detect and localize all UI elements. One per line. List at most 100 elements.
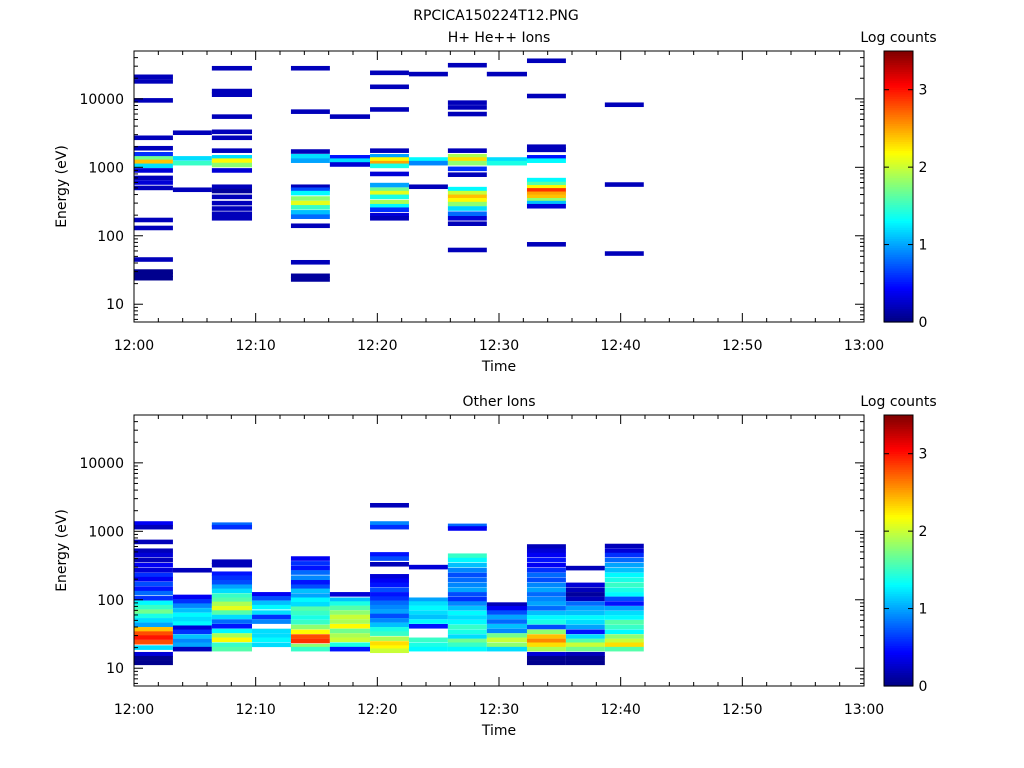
colorbar-swatch [884, 457, 913, 461]
colorbar-swatch [884, 539, 913, 543]
heatmap-cell [370, 622, 409, 628]
heatmap-cell [134, 655, 173, 661]
colorbar-swatch [884, 292, 913, 296]
colorbar-swatch [884, 123, 913, 127]
colorbar-tick-label: 1 [919, 602, 928, 618]
heatmap-cell [526, 93, 566, 99]
heatmap-cell [134, 272, 173, 277]
heatmap-cell [447, 646, 487, 652]
colorbar-swatch [884, 245, 913, 249]
heatmap-cell [447, 211, 487, 216]
heatmap-cell [290, 629, 330, 635]
heatmap-cell [565, 655, 605, 661]
heatmap-cell [526, 582, 566, 588]
heatmap-cell [134, 548, 173, 554]
heatmap-cell [290, 561, 330, 566]
heatmap-cell [370, 502, 409, 508]
heatmap-cell [370, 521, 409, 526]
heatmap-cell [134, 175, 173, 181]
heatmap-cell [604, 102, 644, 108]
colorbar-swatch [884, 215, 913, 219]
colorbar-swatch [884, 606, 913, 610]
heatmap-cell [134, 156, 173, 161]
colorbar-swatch [884, 141, 913, 145]
colorbar-swatch [884, 505, 913, 509]
y-tick-label: 10 [106, 661, 124, 677]
heatmap-cell [486, 610, 527, 615]
heatmap-cell [447, 582, 487, 588]
colorbar-swatch [884, 464, 913, 468]
x-tick-label: 13:00 [844, 702, 884, 718]
colorbar-swatch [884, 179, 913, 183]
heatmap-cell [134, 524, 173, 530]
heatmap-cell [134, 185, 173, 191]
heatmap-cell [370, 171, 409, 177]
colorbar-swatch [884, 265, 913, 269]
heatmap-cell [211, 188, 253, 194]
heatmap-cell [565, 587, 605, 593]
colorbar-swatch [884, 491, 913, 495]
heatmap-cell [172, 616, 212, 622]
heatmap-cell [447, 553, 487, 559]
heatmap-cell [526, 562, 566, 568]
heatmap-cell [370, 157, 409, 162]
colorbar-swatch [884, 478, 913, 482]
x-tick-label: 12:40 [600, 702, 640, 718]
heatmap-cell [447, 642, 487, 648]
heatmap-cell [134, 151, 173, 157]
heatmap-cell [526, 642, 566, 648]
heatmap-cell [290, 184, 330, 190]
x-tick-label: 12:10 [235, 338, 275, 354]
colorbar-swatch [884, 71, 913, 75]
colorbar-swatch [884, 631, 913, 635]
colorbar-swatch [884, 597, 913, 601]
heatmap-cell [526, 185, 566, 190]
x-axis-label: Time [481, 359, 516, 375]
colorbar-swatch [884, 161, 913, 165]
heatmap-cell [604, 606, 644, 611]
heatmap-cell [290, 615, 330, 620]
colorbar-swatch [884, 435, 913, 439]
heatmap-cell [370, 524, 409, 530]
heatmap-cell [134, 562, 173, 568]
colorbar-swatch [884, 442, 913, 445]
heatmap-cell [134, 567, 173, 573]
heatmap-cell [329, 601, 371, 606]
heatmap-cell [329, 114, 371, 119]
heatmap-cell [290, 556, 330, 561]
colorbar-swatch [884, 238, 913, 242]
colorbar-swatch [884, 424, 913, 427]
colorbar-swatch [884, 272, 913, 276]
heatmap-cell [370, 163, 409, 169]
heatmap-cell [329, 623, 371, 629]
heatmap-cell [408, 637, 448, 643]
colorbar-swatch [884, 114, 913, 118]
heatmap-cell [172, 160, 212, 166]
colorbar-swatch [884, 446, 913, 450]
heatmap-cell [134, 168, 173, 173]
heatmap-cell [211, 614, 253, 620]
heatmap-cell [604, 557, 644, 563]
colorbar-swatch [884, 503, 913, 506]
colorbar-swatch [884, 683, 913, 687]
heatmap-cell [526, 181, 566, 187]
heatmap-cell [370, 107, 409, 112]
heatmap-cell [290, 601, 330, 607]
heatmap-cell [526, 155, 566, 160]
colorbar-swatch [884, 279, 913, 282]
colorbar-swatch [884, 303, 913, 307]
heatmap-cell [526, 147, 566, 153]
heatmap-cell [172, 634, 212, 639]
colorbar-swatch [884, 254, 913, 258]
heatmap-cell [290, 619, 330, 625]
heatmap-cell [565, 619, 605, 625]
heatmap-cell [290, 580, 330, 585]
colorbar-swatch [884, 308, 913, 312]
colorbar-swatch [884, 620, 913, 624]
colorbar-swatch [884, 437, 913, 441]
heatmap-cell [134, 651, 173, 657]
colorbar-swatch [884, 593, 913, 597]
colorbar-swatch [884, 652, 913, 655]
heatmap-cell [526, 629, 566, 635]
colorbar-swatch [884, 315, 913, 319]
